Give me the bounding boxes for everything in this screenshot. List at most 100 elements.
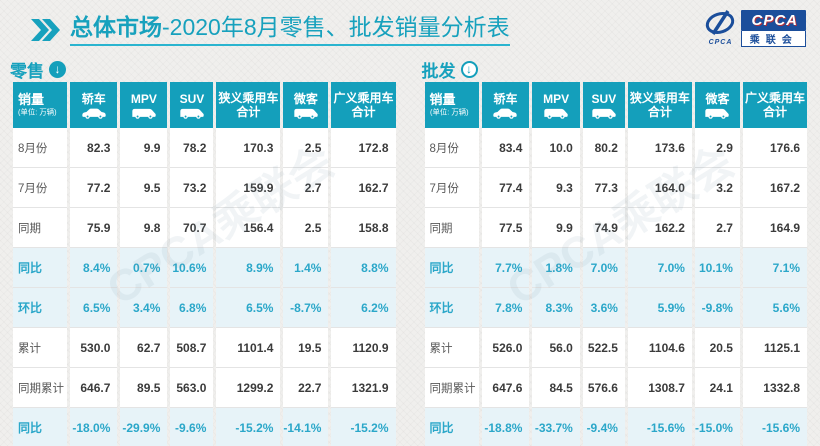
cell: 2.9	[694, 128, 740, 168]
tables-area: 零售 ↓ 销量 (单位: 万辆) 轿车 MPV SUV 狭义乘用车 合计 微客 广义乘用车 合计 8…	[0, 56, 820, 446]
page-title: 总体市场-2020年8月零售、批发销量分析表	[70, 12, 510, 46]
cell: 7.8%	[481, 288, 530, 328]
table-row: 8月份 82.3 9.9 78.2 170.3 2.5 172.8	[13, 128, 396, 168]
cell: -9.8%	[694, 288, 740, 328]
cell: 80.2	[582, 128, 625, 168]
column-header: 狭义乘用车 合计	[627, 82, 692, 128]
cell: 5.9%	[627, 288, 692, 328]
cell: 167.2	[742, 168, 807, 208]
cell: -15.6%	[627, 408, 692, 446]
row-label: 7月份	[424, 168, 479, 208]
header-row: 销量 (单位: 万辆) 轿车 MPV SUV 狭义乘用车 合计 微客 广义乘用车 合计	[13, 82, 396, 128]
cell: -18.8%	[481, 408, 530, 446]
cell: 24.1	[694, 368, 740, 408]
retail-section-header: 零售 ↓	[10, 56, 399, 82]
cell: 9.5	[120, 168, 168, 208]
wholesale-section-title: 批发	[421, 61, 456, 81]
cpca-logo: CPCA CPCA 乘联会	[701, 10, 806, 47]
row-label: 同比	[424, 248, 479, 288]
retail-table: 销量 (单位: 万辆) 轿车 MPV SUV 狭义乘用车 合计 微客 广义乘用车 合计 8月份 82.…	[10, 82, 399, 446]
cell: 7.1%	[742, 248, 807, 288]
page-header: 总体市场-2020年8月零售、批发销量分析表 CPCA CPCA 乘联会	[0, 0, 820, 56]
cell: 10.1%	[694, 248, 740, 288]
row-label: 8月份	[424, 128, 479, 168]
cell: 10.0	[532, 128, 580, 168]
column-header: SUV	[170, 82, 214, 128]
row-label: 累计	[13, 328, 67, 368]
cell: 5.6%	[742, 288, 807, 328]
cell: 77.2	[70, 168, 118, 208]
row-label: 同期累计	[424, 368, 479, 408]
cell: 162.7	[331, 168, 396, 208]
cell: -8.7%	[283, 288, 329, 328]
cell: 563.0	[170, 368, 214, 408]
cell: 9.9	[532, 208, 580, 248]
cell: 73.2	[170, 168, 214, 208]
cell: 9.3	[532, 168, 580, 208]
cell: 2.5	[283, 208, 329, 248]
minibus-icon	[705, 108, 730, 119]
sedan-icon	[82, 108, 106, 119]
cell: 647.6	[481, 368, 530, 408]
cell: 1125.1	[742, 328, 807, 368]
cell: 2.5	[283, 128, 329, 168]
cell: 77.5	[481, 208, 530, 248]
cell: 6.2%	[331, 288, 396, 328]
cell: -15.2%	[331, 408, 396, 446]
column-header: 狭义乘用车 合计	[216, 82, 281, 128]
cell: 89.5	[120, 368, 168, 408]
cell: 8.9%	[216, 248, 281, 288]
suv-icon	[592, 108, 616, 119]
cell: 3.2	[694, 168, 740, 208]
cell: 530.0	[70, 328, 118, 368]
column-header: 微客	[694, 82, 740, 128]
cell: -14.1%	[283, 408, 329, 446]
unit-note: (单位: 万辆)	[429, 107, 469, 116]
sales-label: 销量	[429, 91, 456, 107]
cpca-logo-mark: CPCA	[701, 10, 739, 46]
cell: 1101.4	[216, 328, 281, 368]
row-label: 同比	[424, 408, 479, 446]
table-row: 7月份 77.2 9.5 73.2 159.9 2.7 162.7	[13, 168, 396, 208]
cpca-swoosh-icon	[706, 10, 735, 35]
cell: 522.5	[582, 328, 625, 368]
cell: 156.4	[216, 208, 281, 248]
table-row: 同期 77.5 9.9 74.9 162.2 2.7 164.9	[424, 208, 807, 248]
cell: 8.4%	[70, 248, 118, 288]
cell: 8.8%	[331, 248, 396, 288]
cell: -29.9%	[120, 408, 168, 446]
column-header: SUV	[582, 82, 625, 128]
wholesale-panel: 批发 ↓ 销量 (单位: 万辆) 轿车 MPV SUV 狭义乘用车 合计 微客 广义乘用车 合计 8…	[422, 56, 811, 446]
cell: -15.0%	[694, 408, 740, 446]
mpv-icon	[132, 108, 156, 119]
cell: 1321.9	[331, 368, 396, 408]
cell: 77.4	[481, 168, 530, 208]
cell: 526.0	[481, 328, 530, 368]
cell: 164.0	[627, 168, 692, 208]
row-label: 同期	[424, 208, 479, 248]
row-label: 同比	[13, 248, 67, 288]
sales-label: 销量	[18, 91, 45, 107]
row-label: 同期	[13, 208, 67, 248]
cell: 3.6%	[582, 288, 625, 328]
double-chevron-icon	[30, 18, 60, 47]
cell: 9.8	[120, 208, 168, 248]
column-header: 广义乘用车 合计	[331, 82, 396, 128]
table-row: 同比 -18.8% -33.7% -9.4% -15.6% -15.0% -15.6%	[424, 408, 807, 446]
cell: 62.7	[120, 328, 168, 368]
cell: 2.7	[694, 208, 740, 248]
column-header: 微客	[283, 82, 329, 128]
cell: -15.6%	[742, 408, 807, 446]
row-label: 环比	[13, 288, 67, 328]
cell: 576.6	[582, 368, 625, 408]
cell: 8.3%	[532, 288, 580, 328]
cell: 1104.6	[627, 328, 692, 368]
cell: 74.9	[582, 208, 625, 248]
row-label: 累计	[424, 328, 479, 368]
page-title-bold: 总体市场	[70, 14, 162, 40]
cell: 6.5%	[70, 288, 118, 328]
table-row: 累计 530.0 62.7 508.7 1101.4 19.5 1120.9	[13, 328, 396, 368]
cell: 1299.2	[216, 368, 281, 408]
table-row: 同比 -18.0% -29.9% -9.6% -15.2% -14.1% -15.2%	[13, 408, 396, 446]
table-row: 环比 6.5% 3.4% 6.8% 6.5% -8.7% 6.2%	[13, 288, 396, 328]
